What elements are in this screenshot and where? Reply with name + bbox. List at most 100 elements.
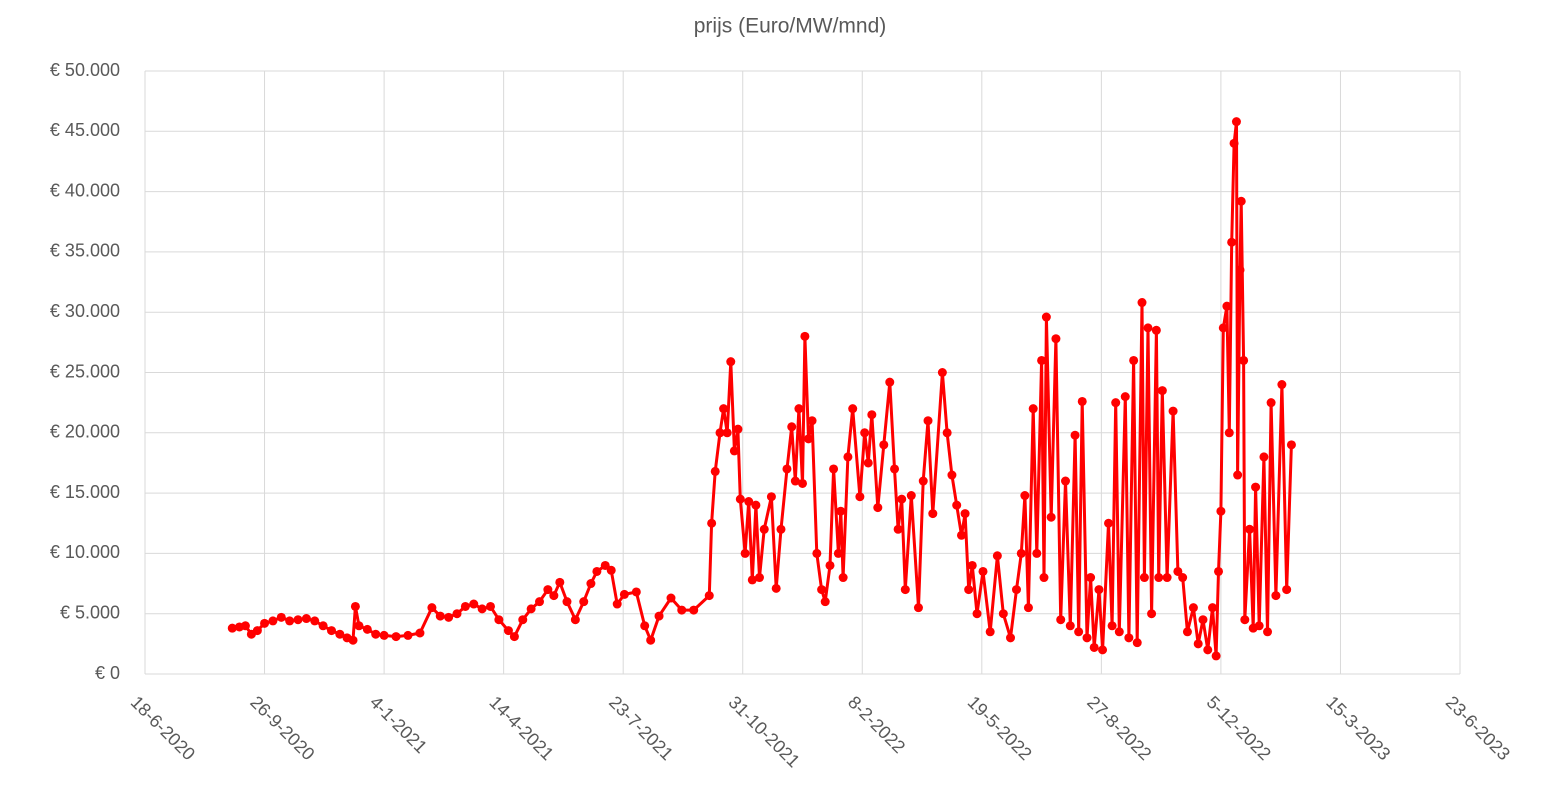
y-tick-label: € 35.000 [50, 241, 120, 261]
data-point [1271, 591, 1281, 601]
data-point [800, 331, 810, 341]
data-point [1282, 585, 1292, 595]
data-point [1157, 386, 1167, 396]
data-point [646, 635, 656, 645]
data-point [268, 616, 278, 626]
data-point [276, 612, 286, 622]
tick-labels: € 0 € 5.000 € 10.000 € 15.000 € 20.000 € 25.0… [50, 60, 1514, 772]
data-point [579, 597, 589, 607]
data-point [509, 632, 519, 642]
data-point [415, 628, 425, 638]
data-point [326, 626, 336, 636]
data-point [1193, 639, 1203, 649]
data-point [722, 428, 732, 438]
data-point [666, 593, 676, 603]
data-point [1233, 470, 1243, 480]
x-tick-label: 19-5-2022 [964, 692, 1036, 764]
data-point [836, 506, 846, 516]
data-point [956, 530, 966, 540]
x-tick-label: 5-12-2022 [1203, 692, 1275, 764]
data-point [825, 560, 835, 570]
data-point [435, 611, 445, 621]
data-point [1129, 355, 1139, 365]
data-point [860, 428, 870, 438]
data-point [766, 492, 776, 502]
data-point [998, 609, 1008, 619]
data-point [631, 587, 641, 597]
data-point [817, 585, 827, 595]
data-point [526, 604, 536, 614]
data-point [1147, 609, 1157, 619]
data-point [747, 575, 757, 585]
data-point [1239, 355, 1249, 365]
data-point [1236, 196, 1246, 206]
data-point [1143, 323, 1153, 333]
data-point [937, 368, 947, 377]
data-point [1023, 603, 1033, 613]
data-point [879, 440, 889, 450]
data-point [444, 612, 454, 622]
data-point [715, 428, 725, 438]
data-point [1082, 633, 1092, 643]
data-point [1065, 621, 1075, 631]
data-point [1077, 396, 1087, 406]
data-point [1259, 452, 1269, 462]
x-tick-label: 31-10-2021 [725, 692, 804, 771]
data-point [1107, 621, 1117, 631]
data-point [1162, 573, 1172, 583]
data-point [1245, 524, 1255, 534]
data-point [885, 377, 895, 387]
y-tick-label: € 15.000 [50, 482, 120, 502]
data-point [1231, 117, 1241, 127]
data-point [790, 476, 800, 486]
data-point [1041, 312, 1051, 322]
data-point [252, 626, 262, 636]
x-tick-label: 8-2-2022 [844, 692, 909, 757]
y-tick-label: € 30.000 [50, 301, 120, 321]
data-point [1094, 585, 1104, 595]
data-point [873, 503, 883, 513]
data-point [354, 621, 364, 631]
data-point [1178, 573, 1188, 583]
data-point [654, 611, 664, 621]
data-point [1211, 651, 1221, 661]
y-tick-label: € 25.000 [50, 361, 120, 381]
data-point [619, 589, 629, 599]
data-point [798, 478, 807, 488]
data-point [967, 560, 977, 570]
data-point [570, 615, 580, 625]
data-point [640, 621, 650, 631]
data-point [1173, 566, 1183, 576]
x-tick-label: 14-4-2021 [485, 692, 557, 764]
data-point [1104, 518, 1114, 528]
data-point [391, 632, 401, 642]
plot-area [227, 117, 1296, 661]
data-point [947, 470, 957, 480]
data-point [1111, 398, 1121, 408]
data-point [240, 621, 250, 631]
data-point [794, 404, 804, 414]
data-point [972, 609, 982, 619]
data-point [1120, 392, 1130, 402]
y-tick-label: € 5.000 [60, 602, 120, 622]
data-point [301, 614, 311, 624]
data-point [923, 416, 933, 426]
data-point [1086, 573, 1096, 583]
data-point [867, 410, 877, 420]
data-point [1056, 615, 1066, 625]
data-point [890, 464, 900, 474]
data-point [503, 626, 513, 636]
data-point [1028, 404, 1038, 414]
data-point [1114, 627, 1124, 637]
data-point [1124, 633, 1134, 643]
data-point [600, 560, 610, 570]
data-point [964, 585, 974, 595]
data-point [555, 577, 565, 587]
data-point [952, 500, 962, 510]
data-point [1208, 603, 1218, 613]
data-point [260, 618, 270, 628]
data-point [863, 458, 873, 468]
data-point [371, 629, 381, 639]
data-point [1061, 476, 1070, 486]
